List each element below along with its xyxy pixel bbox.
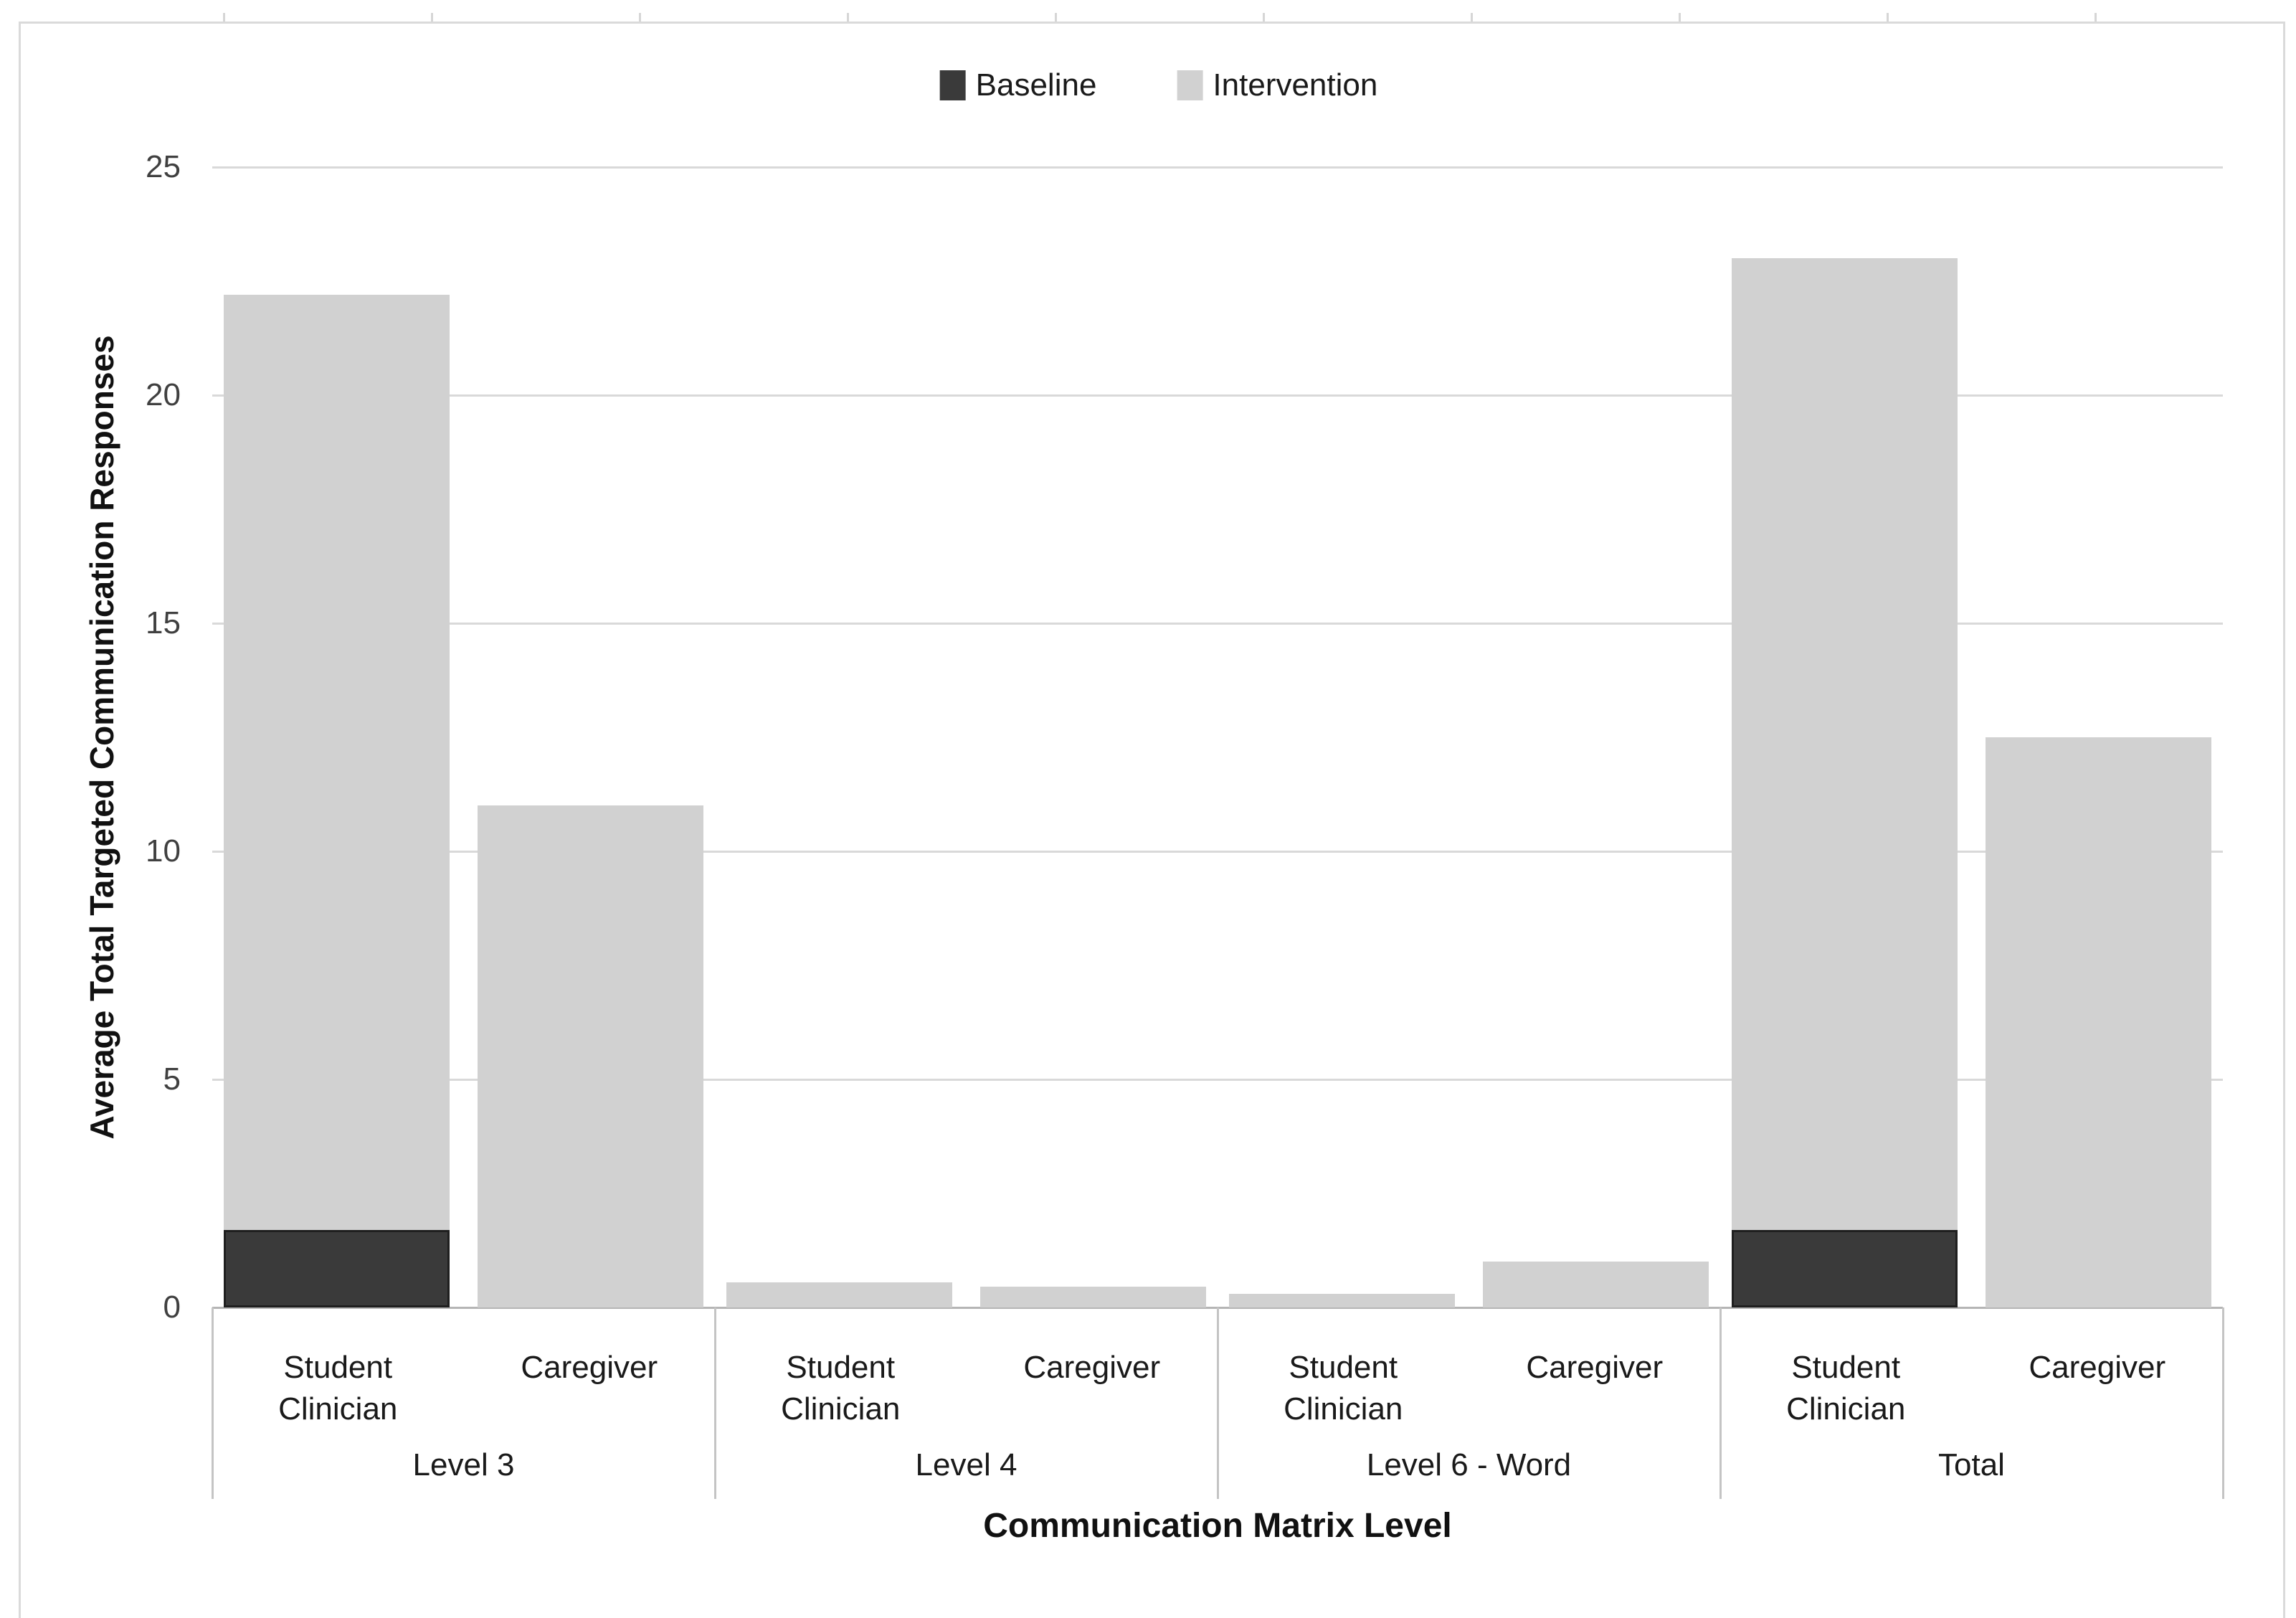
category-label-level-3-caregiver: Caregiver: [464, 1347, 716, 1388]
y-tick-label-5: 5: [163, 1061, 181, 1097]
legend-label-baseline: Baseline: [975, 67, 1097, 103]
group-label-total: Total: [1938, 1447, 2005, 1482]
worksheet-gridline-tick: [1055, 13, 1057, 22]
chart-border-top: [19, 22, 2285, 24]
y-axis-title: Average Total Targeted Communication Res…: [83, 335, 120, 1140]
bar-level-3-student-clinician-intervention: [224, 295, 450, 1230]
category-label-level-6-word-caregiver: Caregiver: [1469, 1347, 1721, 1388]
category-label-text: Student Clinician: [781, 1350, 901, 1427]
bar-level-6-word-student-clinician-intervention: [1229, 1293, 1455, 1307]
worksheet-gridline-tick: [847, 13, 849, 22]
bar-level-3-caregiver-intervention: [478, 805, 703, 1307]
gridline-10: [212, 851, 2223, 853]
category-label-total-caregiver: Caregiver: [1972, 1347, 2224, 1388]
legend-label-intervention: Intervention: [1213, 67, 1378, 103]
y-tick-label-25: 25: [146, 149, 181, 184]
category-label-text: Student Clinician: [278, 1350, 398, 1427]
bar-level-4-caregiver-intervention: [980, 1287, 1206, 1307]
y-tick-label-20: 20: [146, 377, 181, 412]
chart-border-right: [2283, 22, 2285, 1618]
worksheet-gridline-tick: [1679, 13, 1681, 22]
group-label-level-3: Level 3: [412, 1447, 515, 1482]
bar-level-4-student-clinician-intervention: [726, 1282, 952, 1307]
y-tick-label-15: 15: [146, 605, 181, 640]
category-label-text: Student Clinician: [1284, 1350, 1403, 1427]
category-label-text: Caregiver: [521, 1350, 658, 1385]
bar-total-caregiver-intervention: [1986, 737, 2211, 1307]
chart-legend: Baseline Intervention: [939, 67, 1377, 103]
y-tick-label-10: 10: [146, 833, 181, 869]
x-axis-title: Communication Matrix Level: [983, 1507, 1452, 1545]
category-label-level-6-word-student-clinician: Student Clinician: [1218, 1347, 1469, 1430]
category-label-level-3-student-clinician: Student Clinician: [212, 1347, 464, 1430]
category-separator: [714, 1307, 716, 1499]
gridline-25: [212, 166, 2223, 169]
category-label-level-4-student-clinician: Student Clinician: [715, 1347, 967, 1430]
gridline-5: [212, 1079, 2223, 1081]
category-separator: [212, 1307, 214, 1499]
worksheet-gridline-tick: [1471, 13, 1473, 22]
worksheet-gridline-tick: [431, 13, 433, 22]
bar-total-student-clinician-baseline: [1732, 1229, 1958, 1307]
category-separator: [2222, 1307, 2224, 1499]
group-label-level-4: Level 4: [915, 1447, 1017, 1482]
legend-item-baseline: Baseline: [939, 67, 1097, 103]
category-separator: [1719, 1307, 1722, 1499]
bar-level-6-word-caregiver-intervention: [1483, 1262, 1709, 1307]
worksheet-gridline-tick: [1263, 13, 1265, 22]
group-label-level-6-word: Level 6 - Word: [1366, 1447, 1572, 1482]
y-tick-label-0: 0: [163, 1290, 181, 1325]
legend-item-intervention: Intervention: [1177, 67, 1377, 103]
category-label-text: Caregiver: [1526, 1350, 1664, 1385]
chart-border-left: [19, 22, 21, 1618]
category-separator: [1217, 1307, 1219, 1499]
intervention-swatch-icon: [1177, 70, 1203, 100]
bar-total-student-clinician-intervention: [1732, 258, 1958, 1230]
worksheet-gridline-tick: [1887, 13, 1889, 22]
category-label-text: Student Clinician: [1786, 1350, 1906, 1427]
worksheet-gridline-tick: [223, 13, 225, 22]
category-label-total-student-clinician: Student Clinician: [1720, 1347, 1972, 1430]
baseline-swatch-icon: [939, 70, 966, 100]
gridline-20: [212, 394, 2223, 397]
gridline-15: [212, 623, 2223, 625]
category-label-text: Caregiver: [1023, 1350, 1161, 1385]
worksheet-gridline-tick: [2095, 13, 2097, 22]
category-label-text: Caregiver: [2029, 1350, 2166, 1385]
worksheet-gridline-tick: [639, 13, 641, 22]
category-label-level-4-caregiver: Caregiver: [967, 1347, 1218, 1388]
bar-level-3-student-clinician-baseline: [224, 1229, 450, 1307]
